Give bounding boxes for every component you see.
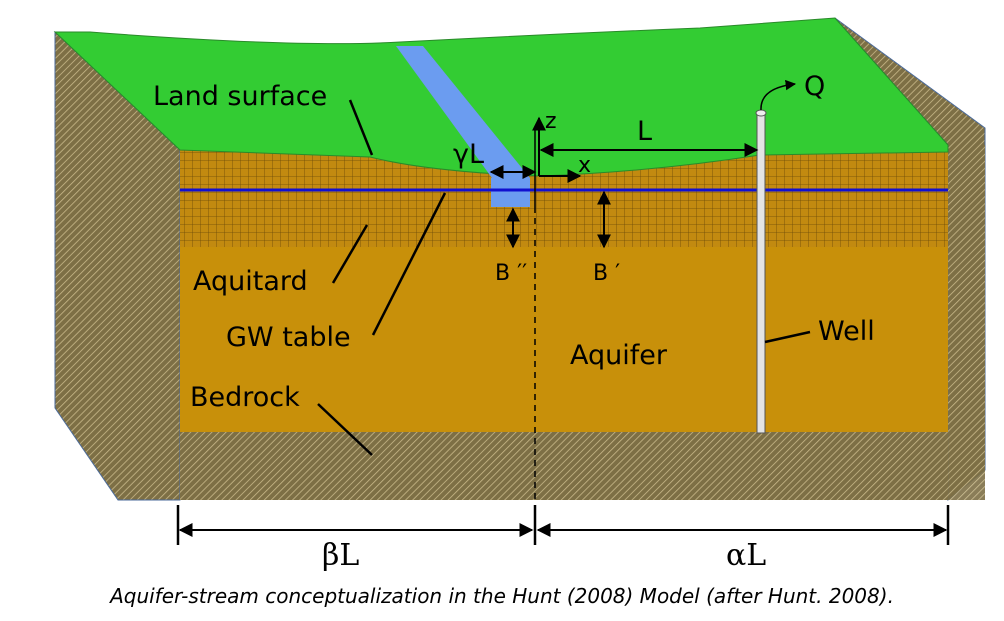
land-surface-leader — [348, 99, 374, 156]
l-label: L — [637, 116, 652, 147]
alpha-l-label: αL — [726, 538, 766, 573]
stream-bed — [491, 178, 530, 207]
aquitard-layer — [180, 150, 948, 247]
aquitard-label: Aquitard — [193, 266, 308, 297]
aquitard-leader — [331, 224, 369, 284]
z-label: z — [545, 109, 557, 134]
gamma-l-label: γL — [453, 139, 484, 170]
well-casing — [756, 111, 766, 434]
b-double-prime-label: B ′′ — [495, 261, 527, 286]
beta-l-label: βL — [322, 538, 359, 573]
stream-channel — [396, 46, 530, 178]
gw-table-label: GW table — [226, 322, 351, 353]
bedrock-label: Bedrock — [190, 382, 300, 413]
well-leader — [764, 330, 811, 344]
well-label: Well — [818, 316, 875, 347]
bedrock-leader — [317, 403, 373, 456]
b-prime-label: B ′ — [593, 261, 620, 286]
aquifer-label: Aquifer — [570, 340, 668, 371]
gw-table-leader — [371, 192, 447, 336]
land-surface-label: Land surface — [153, 81, 327, 112]
well-discharge-arrow — [760, 79, 797, 111]
bedrock-front-right — [948, 145, 985, 500]
well-top — [755, 109, 767, 117]
x-label: x — [578, 153, 591, 178]
bedrock-front — [180, 432, 948, 500]
land-surface — [53, 17, 949, 177]
figure-caption: Aquifer-stream conceptualization in the … — [110, 584, 894, 608]
aquifer-layer — [180, 247, 948, 432]
q-label: Q — [804, 71, 825, 102]
